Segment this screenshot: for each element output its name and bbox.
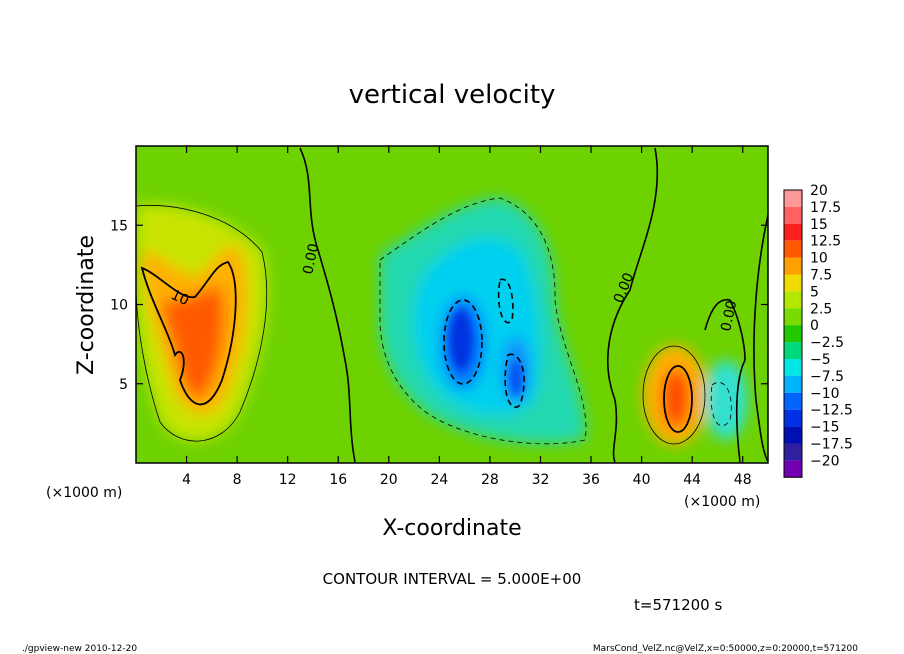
y-ticks: 5 10 15 [110,218,768,393]
contour-interval: CONTOUR INTERVAL = 5.000E+00 [323,570,582,588]
colorbar-swatch [784,291,802,309]
x-tick-label: 16 [329,472,347,488]
colorbar-swatch [784,460,802,478]
contour-label-zero-1: 0.00 [300,242,322,276]
colorbar-label: 15 [810,217,828,233]
y-unit-label: (×1000 m) [46,485,122,501]
contour-neg-five [379,197,587,445]
colorbar-swatch [784,392,802,410]
x-ticks: 4 8 12 16 20 24 28 32 36 40 44 48 [182,146,752,488]
x-tick-label: 40 [633,472,651,488]
y-axis-label: Z-coordinate [74,235,99,375]
colorbar-label: 7.5 [810,268,832,284]
x-tick-label: 20 [380,472,398,488]
colorbar-swatch [784,375,802,393]
plot-field [136,146,768,463]
colorbar-label: −15 [810,420,840,436]
contour-neg-ten-a [443,299,483,385]
colorbar-label: −5 [810,352,831,368]
contour-five-west [136,204,268,442]
x-tick-label: 32 [532,472,550,488]
updraft-west-core [160,285,225,399]
updraft-east-core [662,368,690,428]
downdraft-core-b-deep [510,360,522,396]
colorbar-swatch [784,223,802,241]
y-tick-label: 10 [110,298,128,314]
colorbar-label: −7.5 [810,369,844,385]
x-tick-label: 44 [683,472,701,488]
colorbar-label: 10 [810,251,828,267]
x-tick-label: 48 [734,472,752,488]
contour-ten-west [140,260,237,406]
contour-neg-five-east [710,382,732,427]
colorbar-swatch [784,257,802,275]
time-label: t=571200 s [634,596,722,614]
colorbar-swatch [784,206,802,224]
y-tick-label: 5 [119,377,128,393]
colorbar-label: 0 [810,318,819,334]
contour-label-zero-3: 0.00 [718,299,740,333]
x-tick-label: 36 [582,472,600,488]
colorbar-swatch [784,426,802,444]
colorbar-label: −2.5 [810,335,844,351]
y-tick-label: 15 [110,218,128,234]
contour-zero-left [299,147,356,463]
colorbar-swatch [784,325,802,343]
colorbar-swatch [784,190,802,207]
contour-zero-far-east [753,214,768,463]
contour-zero-right [607,147,659,463]
x-tick-label: 28 [481,472,499,488]
colorbar-frame [783,189,803,478]
colorbar-swatch [784,274,802,292]
colorbar-swatch [784,240,802,258]
contour-label-10: 10 [168,287,191,309]
x-axis-label: X-coordinate [382,516,521,541]
x-tick-label: 24 [430,472,448,488]
colorbar-label: −10 [810,386,840,402]
colorbar-swatch [784,342,802,359]
chart-title: vertical velocity [349,80,556,110]
colorbar-swatch [784,443,802,461]
x-tick-label: 12 [279,472,297,488]
colorbar-label: 5 [810,284,819,300]
colorbar-swatch [784,409,802,427]
downdraft-core-a-deep [450,310,472,370]
colorbar-label: 20 [810,183,828,199]
contour-five-east [642,345,706,445]
x-tick-label: 4 [182,472,191,488]
colorbar-label: −12.5 [810,403,853,419]
contour-ten-east [663,365,693,433]
colorbar-label: −20 [810,453,840,469]
contour-zero-east [704,298,746,463]
contour-lines [136,147,768,463]
x-unit-label: (×1000 m) [684,494,760,510]
colorbar-label: −17.5 [810,437,853,453]
colorbar: 2017.51512.5107.552.50−2.5−5−7.5−10−12.5… [783,183,853,478]
colorbar-label: 12.5 [810,234,841,250]
footer-right: MarsCond_VelZ.nc@VelZ,x=0:50000,z=0:2000… [593,644,858,654]
contour-neg-ten-b [497,278,525,408]
colorbar-label: 2.5 [810,301,832,317]
footer-left: ./gpview-new 2010-12-20 [22,644,137,654]
colorbar-label: 17.5 [810,200,841,216]
colorbar-swatch [784,359,802,376]
x-tick-label: 8 [233,472,242,488]
colorbar-swatch [784,308,802,326]
